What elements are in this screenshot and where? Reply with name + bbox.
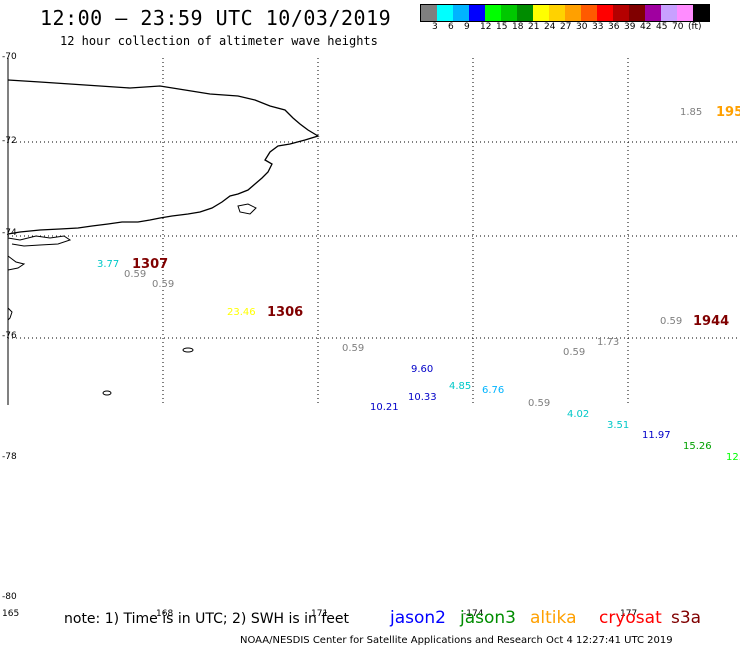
coast-fragment [7, 307, 13, 321]
island [182, 347, 194, 353]
legend-swatch [677, 5, 693, 21]
swh-reading: 0.59 [124, 269, 147, 280]
legend-label: 15 [496, 22, 508, 32]
legend-swatch [517, 5, 533, 21]
satellite-label-jason3: jason3 [460, 608, 516, 628]
legend-swatch [485, 5, 501, 21]
swh-reading: 0.59 [152, 279, 175, 290]
legend-label: 70 [672, 22, 684, 32]
legend-swatch [693, 5, 709, 21]
legend-swatch [597, 5, 613, 21]
lat-label: -74 [2, 228, 17, 238]
island [102, 390, 112, 396]
lon-label: 168 [156, 609, 174, 619]
swh-reading: 0.59 [342, 343, 365, 354]
footer-note: note: 1) Time is in UTC; 2) SWH is in fe… [64, 611, 350, 627]
page-subtitle: 12 hour collection of altimeter wave hei… [60, 34, 378, 48]
legend-swatch [629, 5, 645, 21]
legend-swatch [581, 5, 597, 21]
color-scale-legend [420, 4, 710, 22]
legend-label: 18 [512, 22, 524, 32]
swh-reading: 0.59 [528, 398, 551, 409]
legend-label: 33 [592, 22, 604, 32]
legend-swatch [549, 5, 565, 21]
legend-label: 27 [560, 22, 572, 32]
swh-reading: 1.85 [680, 107, 703, 118]
ice-shelf-edge-2 [7, 255, 26, 271]
lat-label: -80 [2, 592, 17, 602]
legend-label: 6 [448, 22, 454, 32]
lon-label: 165 [2, 609, 20, 619]
swh-reading: 1.73 [597, 337, 620, 348]
legend-swatch [613, 5, 629, 21]
lon-label: 171 [311, 609, 329, 619]
lon-label: 177 [620, 609, 638, 619]
lat-label: -76 [2, 331, 17, 341]
legend-swatch [661, 5, 677, 21]
credit-line: NOAA/NESDIS Center for Satellite Applica… [240, 635, 673, 646]
swh-reading: 10.21 [370, 402, 399, 413]
satellite-label-s3a: s3a [671, 608, 702, 628]
legend-label: 12 [480, 22, 492, 32]
coastline [7, 79, 320, 235]
legend-swatch [565, 5, 581, 21]
swh-reading: 6.76 [482, 385, 505, 396]
swh-reading: 3.51 [607, 420, 630, 431]
swh-reading: 23.46 [227, 307, 256, 318]
swh-reading: 9.60 [411, 364, 434, 375]
swh-reading: 10.33 [408, 392, 437, 403]
satellite-label-altika: altika [530, 608, 577, 628]
lon-label: -174 [463, 609, 484, 619]
legend-label: 21 [528, 22, 540, 32]
legend-label: 24 [544, 22, 556, 32]
legend-label: 39 [624, 22, 636, 32]
legend-label: 36 [608, 22, 620, 32]
time-label: 1944 [693, 314, 730, 329]
satellite-label-cryosat: cryosat [599, 608, 662, 628]
swh-reading: 15.26 [683, 441, 712, 452]
legend-label: 45 [656, 22, 668, 32]
ice-shelf-edge [7, 235, 72, 247]
color-scale-labels: 3 6 9 12 15 18 21 24 27 30 33 36 39 42 45 70 (ft) [420, 22, 740, 34]
legend-swatch [453, 5, 469, 21]
lon-gridlines [162, 58, 629, 405]
swh-reading: 3.77 [97, 259, 120, 270]
legend-label: (ft) [688, 22, 702, 32]
swh-reading: 0.59 [563, 347, 586, 358]
lat-gridlines [8, 141, 740, 339]
lat-label: -72 [2, 136, 17, 146]
legend-label: 9 [464, 22, 470, 32]
swh-reading: 11.97 [642, 430, 671, 441]
swh-reading: 4.85 [449, 381, 472, 392]
lat-label: -78 [2, 452, 17, 462]
legend-label: 42 [640, 22, 652, 32]
satellite-label-jason2: jason2 [390, 608, 446, 628]
swh-reading: 4.02 [567, 409, 590, 420]
legend-label: 3 [432, 22, 438, 32]
lat-label: -70 [2, 52, 17, 62]
legend-swatch [437, 5, 453, 21]
time-label: 1306 [267, 305, 304, 320]
page-title: 12:00 – 23:59 UTC 10/03/2019 [40, 6, 392, 30]
time-label: 1307 [132, 257, 169, 272]
legend-label: 30 [576, 22, 588, 32]
legend-swatch [501, 5, 517, 21]
legend-swatch [645, 5, 661, 21]
legend-swatch [533, 5, 549, 21]
swh-reading: 0.59 [660, 316, 683, 327]
swh-reading: 12. [726, 452, 740, 463]
time-label: 195 [716, 105, 740, 120]
legend-swatch [469, 5, 485, 21]
coastline-inlet [237, 203, 257, 215]
legend-swatch [421, 5, 437, 21]
